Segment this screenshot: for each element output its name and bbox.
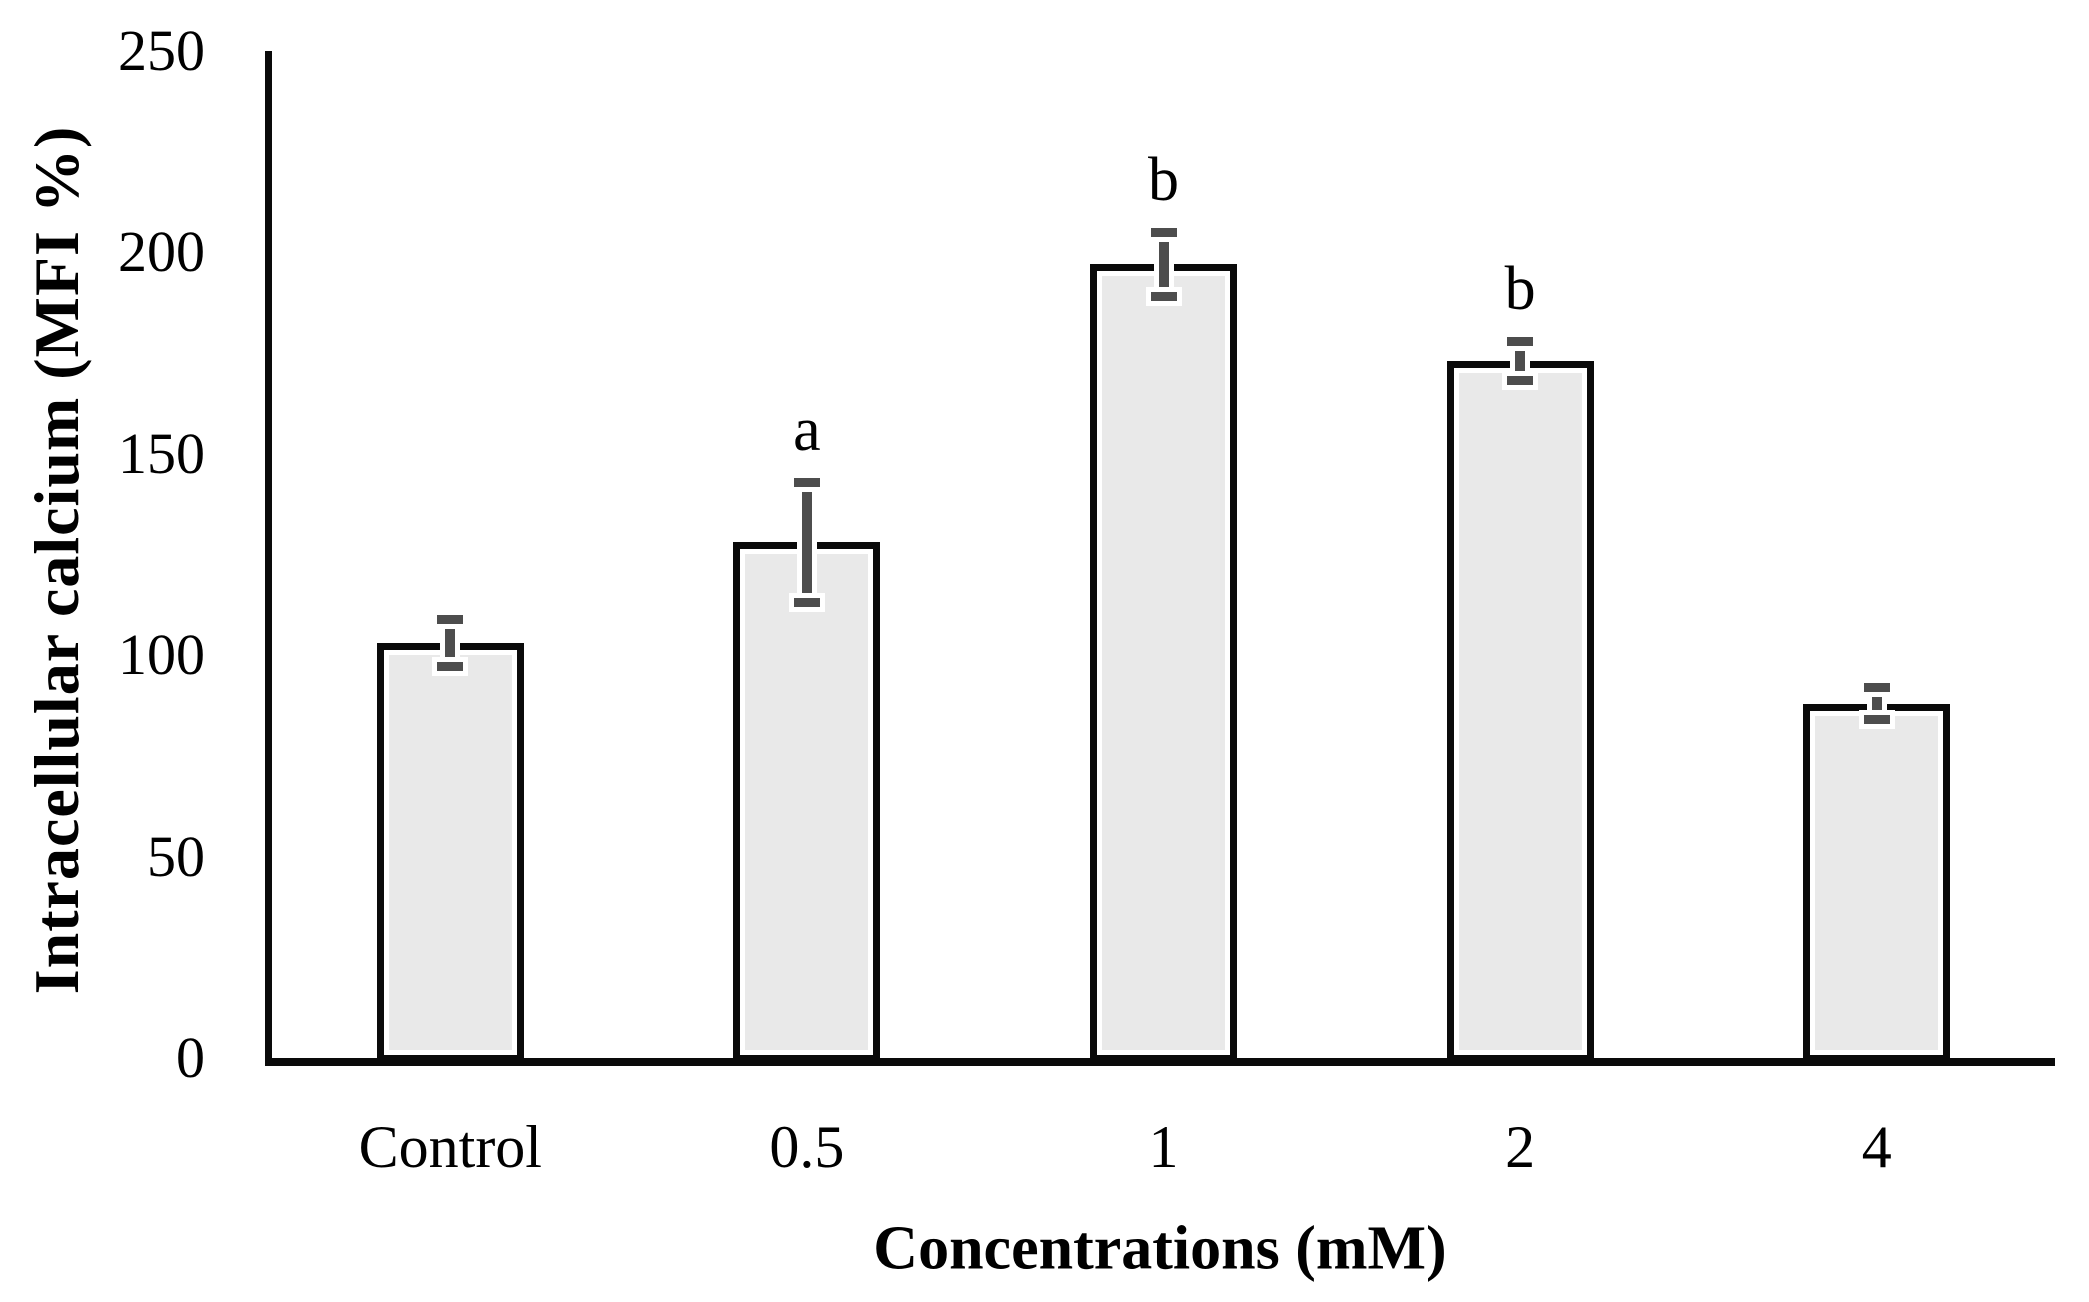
x-tick-label: 1 <box>1148 1114 1179 1180</box>
x-tick-label: Control <box>358 1114 542 1180</box>
error-bar-line <box>445 614 456 672</box>
y-tick-label: 0 <box>176 1025 205 1090</box>
x-tick-label: 2 <box>1505 1114 1536 1180</box>
error-bar-cap-top <box>1863 683 1890 693</box>
y-tick-label: 150 <box>118 420 205 486</box>
error-bar-line <box>1515 336 1526 386</box>
error-bar-line <box>1158 228 1169 301</box>
error-bar-cap-bottom <box>437 662 464 672</box>
error-bar-cap-bottom <box>1507 376 1534 386</box>
y-tick-label: 50 <box>147 823 205 889</box>
significance-label: a <box>793 395 821 464</box>
error-bar-cap-bottom <box>793 597 820 607</box>
bar-1 <box>1090 264 1237 1062</box>
error-bar-cap-top <box>437 614 464 624</box>
bar-2 <box>1446 361 1594 1062</box>
x-tick-label: 4 <box>1861 1114 1892 1180</box>
x-tick-label: 0.5 <box>769 1114 845 1180</box>
y-axis-line <box>265 51 272 1066</box>
error-bar-cap-bottom <box>1863 714 1890 724</box>
error-bar-line <box>1871 683 1882 724</box>
error-bar-line <box>801 477 812 607</box>
error-bar-cap-top <box>793 477 820 487</box>
y-tick-label: 200 <box>118 219 205 285</box>
significance-label: b <box>1504 254 1536 323</box>
significance-label: b <box>1148 146 1179 215</box>
error-bar-cap-bottom <box>1150 291 1177 301</box>
x-axis-line <box>265 1058 2055 1066</box>
bar-4 <box>1803 703 1951 1062</box>
y-tick-label: 100 <box>118 622 205 688</box>
y-tick-label: 250 <box>118 18 205 83</box>
bar-0.5 <box>733 542 881 1062</box>
x-axis-title: Concentrations (mM) <box>873 1214 1447 1283</box>
error-bar-cap-top <box>1507 336 1534 346</box>
bar-control <box>376 643 524 1062</box>
error-bar-cap-top <box>1150 228 1177 238</box>
